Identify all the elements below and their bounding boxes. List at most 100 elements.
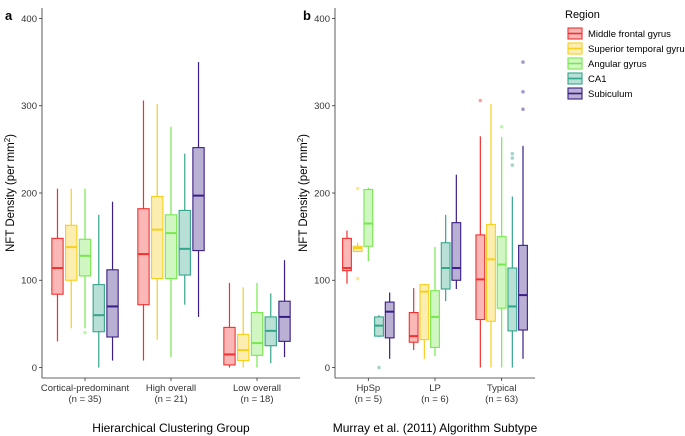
y-tick-label: 100 [314,276,330,287]
panel-label: b [303,8,311,23]
box-ca1 [440,214,451,302]
outlier-point [521,107,525,112]
outlier-point [521,89,525,94]
group-cortical-predominant: Cortical-predominant(n = 35) [41,188,130,405]
outlier-point [355,186,360,191]
box-iqr [106,269,119,338]
box-subiculum [384,292,395,359]
legend: Region Middle frontal gyrus Superior tempo… [565,9,685,100]
box-subiculum [106,201,119,361]
legend-label: CA1 [588,74,606,85]
box-iqr [451,222,462,281]
box-middle-frontal-gyrus [223,282,236,368]
box-iqr [65,224,78,281]
y-tick-label: 100 [21,276,37,287]
box-superior-temporal-gyrus [352,186,363,281]
box-iqr [440,242,451,290]
box-middle-frontal-gyrus [475,98,486,368]
box-ca1 [92,214,105,368]
y-axis-label-tail: ) [5,134,17,138]
box-iqr [151,195,164,280]
box-iqr [363,188,374,247]
y-tick-label: 400 [21,14,37,25]
box-middle-frontal-gyrus [51,188,64,342]
legend-label: Angular gyrus [588,59,647,70]
y-tick-label: 200 [314,188,330,199]
x-tick-label: Low overall [233,383,281,394]
box-iqr [384,301,395,339]
box-superior-temporal-gyrus [237,287,250,368]
x-tick-n-label: (n = 5) [354,394,382,405]
y-tick-label: 300 [314,101,330,112]
x-tick-label: Typical [487,383,517,394]
box-middle-frontal-gyrus [342,230,352,284]
panel-label: a [5,8,13,23]
box-subiculum [518,60,528,359]
legend-label: Subiculum [588,89,632,100]
box-angular-gyrus [430,247,440,357]
box-iqr [342,237,352,272]
box-middle-frontal-gyrus [408,288,419,351]
y-axis-label-tail: ) [298,134,310,138]
y-axis-label: NFT Density (per mm2) [3,134,17,252]
x-tick-n-label: (n = 63) [485,394,518,405]
x-tick-n-label: (n = 6) [421,394,449,405]
legend-item: Angular gyrus [567,57,647,70]
y-axis-label-sup: 2 [3,137,12,142]
outlier-point [377,365,381,370]
box-superior-temporal-gyrus [65,188,78,329]
y-axis-label-text: NFT Density (per mm [5,142,17,252]
box-ca1 [264,293,277,364]
y-tick-label: 300 [21,101,37,112]
box-iqr [237,333,250,362]
box-iqr [250,312,264,356]
panel-b: b 0 100 200 300 400 NFT Density (per mm2) Murra… [296,8,538,435]
group-high-overall: High overall(n = 21) [137,62,205,405]
box-iqr [78,238,92,277]
x-tick-n-label: (n = 18) [240,394,273,405]
x-tick-label: HpSp [356,383,380,394]
y-tick-label: 400 [314,14,330,25]
box-ca1 [178,153,191,305]
box-iqr [192,147,205,252]
legend-title: Region [565,9,600,21]
box-subiculum [192,62,205,317]
y-axis-label: NFT Density (per mm2) [296,134,310,252]
box-subiculum [451,174,462,289]
box-iqr [137,208,150,306]
box-iqr [518,244,528,331]
legend-label: Middle frontal gyrus [588,29,671,40]
outlier-point [510,163,515,167]
outlier-point [83,330,87,335]
box-iqr [51,237,64,295]
box-superior-temporal-gyrus [486,103,496,368]
box-iqr [507,267,518,332]
group-low-overall: Low overall(n = 18) [223,260,291,405]
box-angular-gyrus [250,282,264,368]
x-tick-label: High overall [146,383,196,394]
x-tick-label: Cortical-predominant [41,383,130,394]
legend-item: Middle frontal gyrus [567,27,671,40]
legend-label: Superior temporal gyrus [588,44,685,55]
box-iqr [223,326,236,366]
box-middle-frontal-gyrus [137,100,150,361]
y-axis-label-text: NFT Density (per mm [298,142,310,252]
box-iqr [408,312,419,343]
group-lp: LP(n = 6) [408,174,462,405]
box-ca1 [507,151,518,368]
box-iqr [178,209,191,276]
y-tick-label: 200 [21,188,37,199]
y-tick-label: 0 [325,363,330,374]
group-typical: Typical(n = 63) [475,60,528,405]
panel-a: a 0 100 200 300 400 NFT Density (per mm2) Hiera… [3,8,300,435]
outlier-point [521,60,525,64]
box-ca1 [374,315,384,370]
outlier-point [510,151,515,156]
box-iqr [496,236,507,309]
x-axis-label: Hierarchical Clustering Group [92,421,250,435]
outlier-point [478,98,483,103]
outlier-point [499,124,504,129]
box-iqr [92,284,105,333]
box-iqr [419,284,430,341]
